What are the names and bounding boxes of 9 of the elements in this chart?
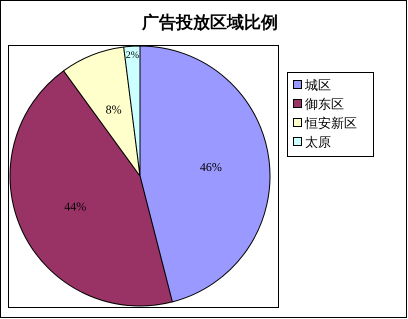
- legend-label: 太原: [305, 134, 331, 150]
- data-label: 46%: [200, 160, 222, 174]
- data-label: 44%: [64, 199, 86, 214]
- legend-label: 恒安新区: [304, 116, 357, 130]
- legend-label: 城区: [304, 78, 331, 92]
- legend-label: 御东区: [305, 96, 344, 112]
- data-label: 8%: [106, 102, 122, 117]
- chart-title: 广告投放区域比例: [141, 13, 278, 32]
- data-label: 2%: [126, 50, 140, 61]
